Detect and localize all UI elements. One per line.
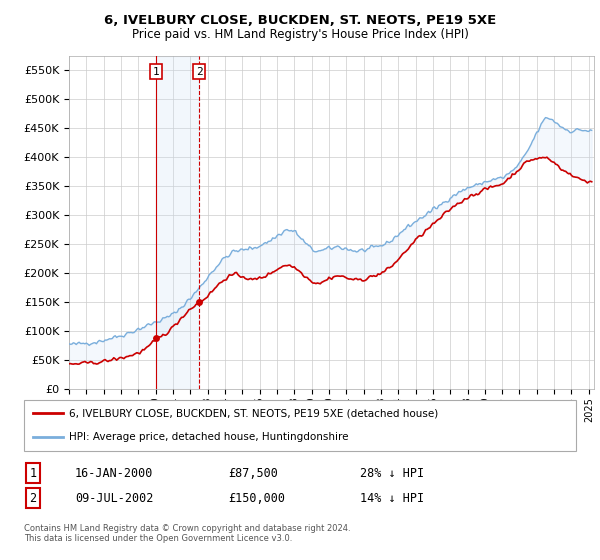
Text: 16-JAN-2000: 16-JAN-2000 <box>75 466 154 480</box>
Text: 09-JUL-2002: 09-JUL-2002 <box>75 492 154 505</box>
Text: 14% ↓ HPI: 14% ↓ HPI <box>360 492 424 505</box>
Bar <box>157 56 199 389</box>
Text: 2: 2 <box>196 67 203 77</box>
Text: Contains HM Land Registry data © Crown copyright and database right 2024.
This d: Contains HM Land Registry data © Crown c… <box>24 524 350 543</box>
Text: 6, IVELBURY CLOSE, BUCKDEN, ST. NEOTS, PE19 5XE (detached house): 6, IVELBURY CLOSE, BUCKDEN, ST. NEOTS, P… <box>69 408 438 418</box>
Text: 1: 1 <box>29 466 37 480</box>
Text: Price paid vs. HM Land Registry's House Price Index (HPI): Price paid vs. HM Land Registry's House … <box>131 28 469 41</box>
Text: 6, IVELBURY CLOSE, BUCKDEN, ST. NEOTS, PE19 5XE: 6, IVELBURY CLOSE, BUCKDEN, ST. NEOTS, P… <box>104 14 496 27</box>
Text: 28% ↓ HPI: 28% ↓ HPI <box>360 466 424 480</box>
Text: 1: 1 <box>153 67 160 77</box>
Text: HPI: Average price, detached house, Huntingdonshire: HPI: Average price, detached house, Hunt… <box>69 432 349 442</box>
Text: £150,000: £150,000 <box>228 492 285 505</box>
Text: 2: 2 <box>29 492 37 505</box>
Text: £87,500: £87,500 <box>228 466 278 480</box>
